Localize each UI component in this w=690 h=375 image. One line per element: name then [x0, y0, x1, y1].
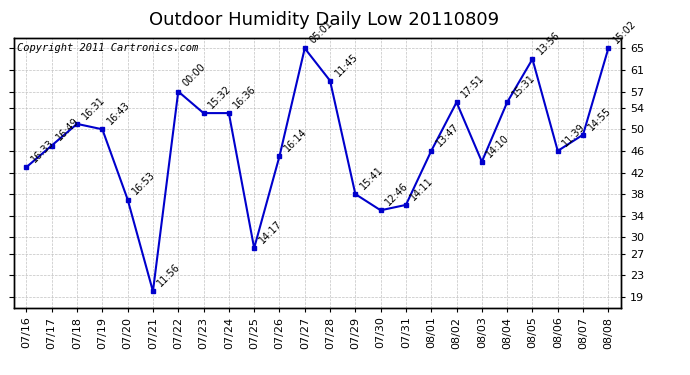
Text: 14:55: 14:55 [586, 105, 613, 132]
Text: 11:45: 11:45 [333, 51, 359, 78]
Text: 15:32: 15:32 [206, 84, 233, 110]
Text: Outdoor Humidity Daily Low 20110809: Outdoor Humidity Daily Low 20110809 [149, 11, 500, 29]
Text: 15:02: 15:02 [611, 19, 638, 45]
Text: Copyright 2011 Cartronics.com: Copyright 2011 Cartronics.com [17, 43, 198, 53]
Text: 16:43: 16:43 [105, 100, 132, 126]
Text: 13:47: 13:47 [434, 122, 461, 148]
Text: 14:17: 14:17 [257, 219, 284, 245]
Text: 16:53: 16:53 [130, 170, 157, 197]
Text: 11:56: 11:56 [156, 262, 183, 288]
Text: 15:31: 15:31 [510, 73, 537, 99]
Text: 16:49: 16:49 [55, 116, 81, 143]
Text: 17:51: 17:51 [460, 73, 486, 99]
Text: 12:46: 12:46 [384, 181, 411, 207]
Text: 16:33: 16:33 [29, 138, 56, 164]
Text: 16:31: 16:31 [80, 94, 106, 121]
Text: 11:39: 11:39 [560, 122, 587, 148]
Text: 16:14: 16:14 [282, 127, 309, 153]
Text: 13:56: 13:56 [535, 30, 562, 56]
Text: 00:00: 00:00 [181, 62, 208, 89]
Text: 14:11: 14:11 [408, 176, 435, 202]
Text: 14:10: 14:10 [484, 132, 511, 159]
Text: 15:41: 15:41 [358, 165, 385, 191]
Text: 05:01: 05:01 [308, 19, 335, 45]
Text: 16:36: 16:36 [232, 84, 258, 110]
